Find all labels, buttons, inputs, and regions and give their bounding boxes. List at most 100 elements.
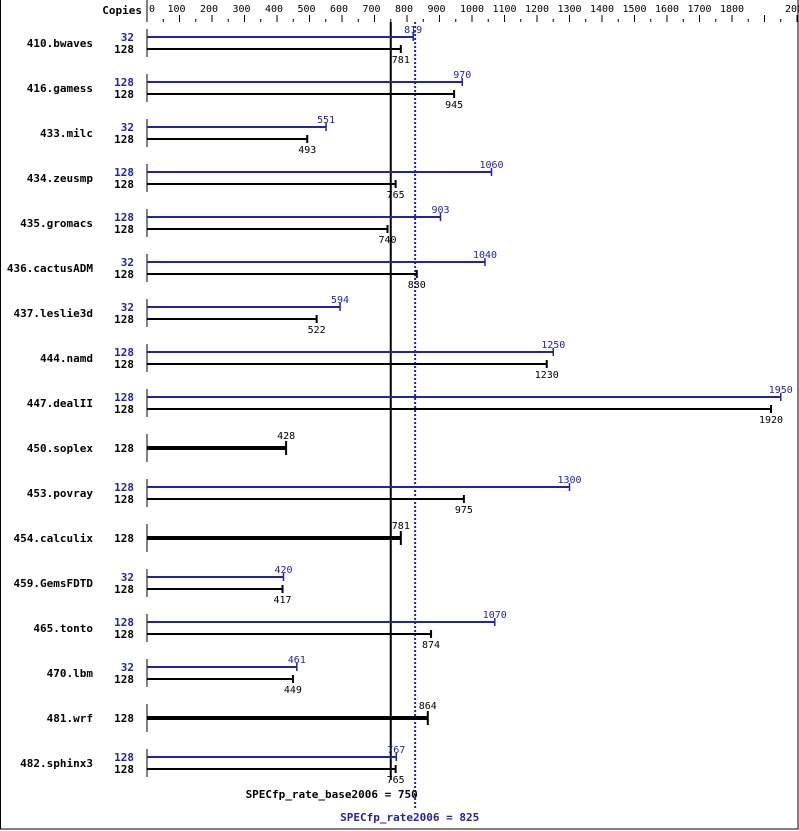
- benchmark-label: 433.milc: [40, 127, 93, 140]
- base-value-label: 781: [392, 55, 410, 66]
- base-copies: 128: [114, 268, 134, 281]
- peak-copies: 32: [121, 31, 134, 44]
- x-tick-label: 200: [200, 4, 218, 15]
- peak-copies: 128: [114, 751, 134, 764]
- x-tick-label: 1200: [525, 4, 549, 15]
- peak-copies: 32: [121, 256, 134, 269]
- base-value-label: 417: [273, 595, 291, 606]
- peak-value-label: 1950: [769, 385, 793, 396]
- base-value-label: 864: [419, 701, 437, 712]
- base-value-label: 449: [284, 685, 302, 696]
- x-tick-label: 300: [233, 4, 251, 15]
- benchmark-label: 481.wrf: [47, 712, 93, 725]
- base-copies: 128: [114, 358, 134, 371]
- benchmark-label: 450.soplex: [27, 442, 94, 455]
- peak-copies: 128: [114, 211, 134, 224]
- base-copies: 128: [114, 628, 134, 641]
- peak-value-label: 461: [288, 655, 306, 666]
- benchmark-label: 444.namd: [40, 352, 93, 365]
- benchmark-label: 482.sphinx3: [20, 757, 93, 770]
- x-tick-label: 600: [330, 4, 348, 15]
- base-copies: 128: [114, 532, 134, 545]
- base-copies: 128: [114, 223, 134, 236]
- x-tick-label: 900: [428, 4, 446, 15]
- benchmark-label: 470.lbm: [47, 667, 94, 680]
- base-copies: 128: [114, 133, 134, 146]
- x-tick-label: 400: [265, 4, 283, 15]
- benchmark-label: 453.povray: [27, 487, 94, 500]
- peak-value-label: 1250: [541, 340, 565, 351]
- x-tick-label: 800: [395, 4, 413, 15]
- base-value-label: 522: [308, 325, 326, 336]
- base-value-label: 1230: [535, 370, 559, 381]
- base-value-label: 428: [277, 431, 295, 442]
- peak-copies: 32: [121, 301, 134, 314]
- copies-header: Copies: [102, 4, 142, 17]
- peak-value-label: 819: [404, 25, 422, 36]
- peak-value-label: 1040: [473, 250, 497, 261]
- base-value-label: 740: [378, 235, 396, 246]
- peak-copies: 128: [114, 76, 134, 89]
- x-tick-label: 1400: [590, 4, 614, 15]
- x-tick-label: 1100: [493, 4, 517, 15]
- x-tick-label: 2000: [785, 4, 799, 15]
- peak-copies: 128: [114, 481, 134, 494]
- x-tick-label: 1000: [460, 4, 484, 15]
- base-mean-label: SPECfp_rate_base2006 = 750: [246, 788, 418, 801]
- base-value-label: 765: [387, 775, 405, 786]
- x-tick-label: 0: [149, 4, 155, 15]
- base-copies: 128: [114, 712, 134, 725]
- peak-copies: 128: [114, 346, 134, 359]
- x-tick-label: 1300: [558, 4, 582, 15]
- benchmark-label: 465.tonto: [33, 622, 93, 635]
- benchmark-label: 416.gamess: [27, 82, 93, 95]
- base-copies: 128: [114, 403, 134, 416]
- peak-copies: 32: [121, 571, 134, 584]
- base-value-label: 874: [422, 640, 440, 651]
- peak-copies: 128: [114, 616, 134, 629]
- base-value-label: 493: [298, 145, 316, 156]
- x-tick-label: 100: [168, 4, 186, 15]
- peak-value-label: 1060: [479, 160, 503, 171]
- base-copies: 128: [114, 313, 134, 326]
- peak-value-label: 594: [331, 295, 349, 306]
- peak-copies: 32: [121, 121, 134, 134]
- base-copies: 128: [114, 763, 134, 776]
- benchmark-label: 434.zeusmp: [27, 172, 94, 185]
- base-value-label: 830: [408, 280, 426, 291]
- benchmark-label: 454.calculix: [14, 532, 94, 545]
- x-tick-label: 1700: [688, 4, 712, 15]
- peak-mean-label: SPECfp_rate2006 = 825: [340, 811, 479, 824]
- base-copies: 128: [114, 88, 134, 101]
- base-copies: 128: [114, 493, 134, 506]
- peak-value-label: 970: [453, 70, 471, 81]
- base-value-label: 975: [455, 505, 473, 516]
- x-tick-label: 1500: [623, 4, 647, 15]
- peak-value-label: 1070: [483, 610, 507, 621]
- x-tick-label: 700: [363, 4, 381, 15]
- base-value-label: 945: [445, 100, 463, 111]
- base-value-label: 781: [392, 521, 410, 532]
- base-copies: 128: [114, 442, 134, 455]
- peak-copies: 128: [114, 166, 134, 179]
- peak-value-label: 903: [431, 205, 449, 216]
- benchmark-label: 435.gromacs: [20, 217, 93, 230]
- x-tick-label: 1800: [720, 4, 744, 15]
- benchmark-label: 436.cactusADM: [7, 262, 93, 275]
- peak-value-label: 767: [387, 745, 405, 756]
- benchmark-label: 459.GemsFDTD: [14, 577, 94, 590]
- base-value-label: 765: [387, 190, 405, 201]
- benchmark-label: 437.leslie3d: [14, 307, 93, 320]
- x-tick-label: 500: [298, 4, 316, 15]
- base-value-label: 1920: [759, 415, 783, 426]
- peak-value-label: 420: [274, 565, 292, 576]
- x-tick-label: 1600: [655, 4, 679, 15]
- peak-value-label: 551: [317, 115, 335, 126]
- benchmark-label: 410.bwaves: [27, 37, 93, 50]
- base-copies: 128: [114, 673, 134, 686]
- base-copies: 128: [114, 178, 134, 191]
- benchmark-label: 447.dealII: [27, 397, 93, 410]
